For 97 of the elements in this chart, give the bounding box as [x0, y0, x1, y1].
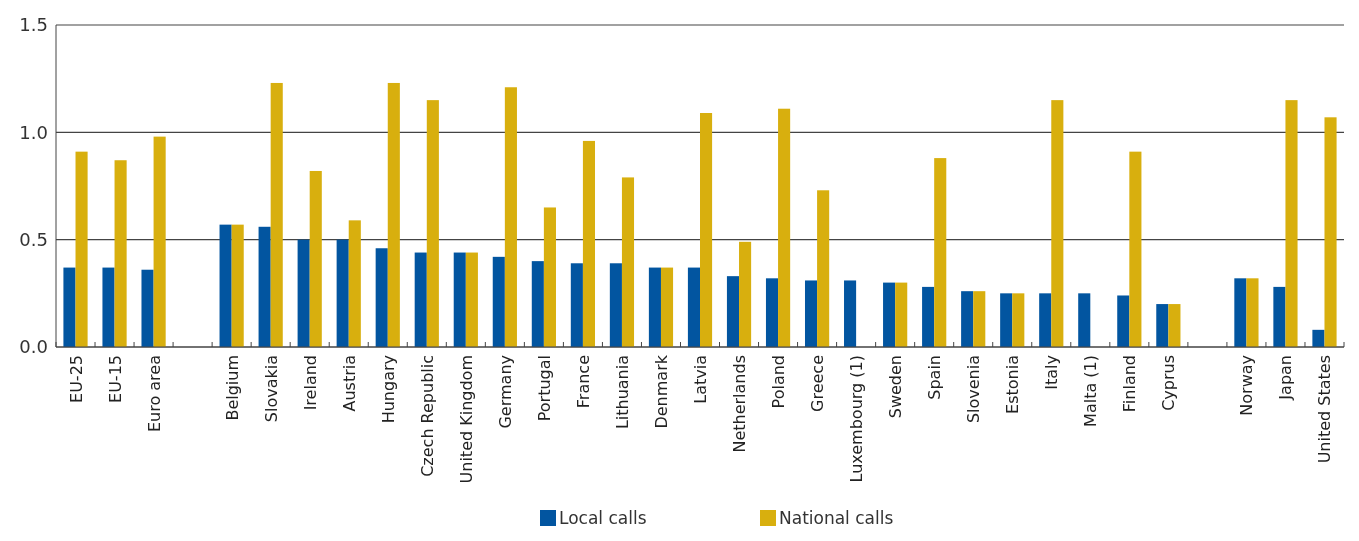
bar — [883, 282, 896, 347]
bar — [817, 190, 830, 347]
x-tick-label: Slovakia — [261, 355, 281, 423]
x-tick-label: Austria — [339, 355, 359, 412]
bar — [258, 226, 271, 347]
x-tick-label: Portugal — [534, 355, 554, 422]
bar — [453, 252, 466, 347]
y-tick-label: 1.0 — [19, 121, 48, 143]
bar — [700, 113, 713, 347]
bar — [1246, 278, 1259, 347]
bar — [778, 108, 791, 347]
x-tick-label: EU-25 — [66, 355, 86, 403]
x-tick-label: Estonia — [1003, 355, 1023, 414]
bar — [1273, 286, 1286, 347]
bar — [1156, 304, 1169, 347]
x-tick-label: Ireland — [300, 355, 320, 411]
bar — [387, 82, 400, 347]
bar — [973, 291, 986, 347]
x-tick-label: EU-15 — [105, 355, 125, 403]
bar — [141, 269, 154, 347]
x-tick-label: Belgium — [222, 355, 242, 421]
legend-label: Local calls — [559, 507, 647, 528]
x-tick-label: Cyprus — [1159, 355, 1179, 411]
x-tick-label: Finland — [1120, 355, 1140, 413]
x-tick-label: Spain — [925, 355, 945, 400]
bar — [270, 82, 283, 347]
x-tick-label: United Kingdom — [456, 355, 476, 484]
bar — [297, 239, 310, 347]
bar — [922, 286, 935, 347]
bar — [465, 252, 478, 347]
x-tick-label: Netherlands — [730, 355, 750, 453]
x-tick-label: Sweden — [886, 355, 906, 419]
bar — [348, 220, 361, 347]
x-tick-label: France — [573, 355, 593, 409]
bar — [570, 263, 583, 347]
x-tick-label: Euro area — [144, 355, 164, 433]
bar — [504, 87, 517, 347]
bar — [582, 140, 596, 347]
bar — [648, 267, 661, 347]
x-tick-label: Japan — [1276, 355, 1296, 401]
x-tick-label: Germany — [495, 355, 515, 429]
x-tick-label: Italy — [1042, 355, 1062, 390]
bar — [1129, 151, 1142, 347]
bar — [336, 239, 349, 347]
x-tick-label: Denmark — [651, 354, 671, 429]
bar — [231, 224, 244, 347]
x-tick-label: Czech Republic — [417, 355, 437, 477]
bar — [1285, 100, 1298, 347]
bar — [219, 224, 232, 347]
bar — [1051, 100, 1064, 347]
bar — [531, 261, 544, 347]
x-tick-label: Luxembourg (1) — [847, 355, 867, 483]
x-tick-label: Malta (1) — [1081, 355, 1101, 427]
bar — [102, 267, 115, 347]
x-tick-label: Latvia — [691, 355, 710, 404]
bar — [1234, 278, 1247, 347]
bar — [1117, 295, 1130, 347]
bar — [804, 280, 818, 347]
bar — [1168, 304, 1181, 347]
y-tick-label: 0.5 — [19, 228, 48, 250]
bar — [765, 278, 779, 347]
bar — [1078, 293, 1091, 347]
bar — [426, 100, 439, 347]
bar — [492, 256, 505, 347]
bar — [726, 276, 740, 347]
bar — [609, 263, 622, 347]
bar — [687, 267, 700, 347]
bar — [543, 207, 556, 347]
bar — [414, 252, 427, 347]
x-tick-label: Lithuania — [612, 355, 632, 430]
x-tick-label: Slovenia — [964, 355, 984, 424]
x-tick-label: United States — [1315, 355, 1335, 464]
bar — [1039, 293, 1052, 347]
bar — [1000, 293, 1013, 347]
bar — [844, 280, 857, 347]
bar — [660, 267, 674, 347]
bar — [895, 282, 908, 347]
bar — [153, 136, 166, 347]
bar — [75, 151, 88, 347]
bar — [375, 248, 388, 347]
bar — [621, 177, 635, 347]
bar — [1324, 117, 1337, 347]
x-tick-label: Poland — [769, 355, 789, 409]
legend-label: National calls — [779, 507, 894, 528]
x-tick-label: Hungary — [378, 355, 398, 424]
bar — [309, 170, 322, 347]
bar — [1312, 329, 1325, 347]
bar — [961, 291, 974, 347]
x-tick-label: Norway — [1237, 355, 1257, 416]
x-tick-label: Greece — [808, 355, 828, 412]
bar — [114, 160, 127, 347]
bar — [739, 241, 752, 347]
bar — [63, 267, 76, 347]
bar — [1012, 293, 1025, 347]
y-tick-label: 1.5 — [19, 14, 48, 36]
bar — [934, 158, 947, 347]
y-tick-label: 0.0 — [19, 336, 48, 358]
